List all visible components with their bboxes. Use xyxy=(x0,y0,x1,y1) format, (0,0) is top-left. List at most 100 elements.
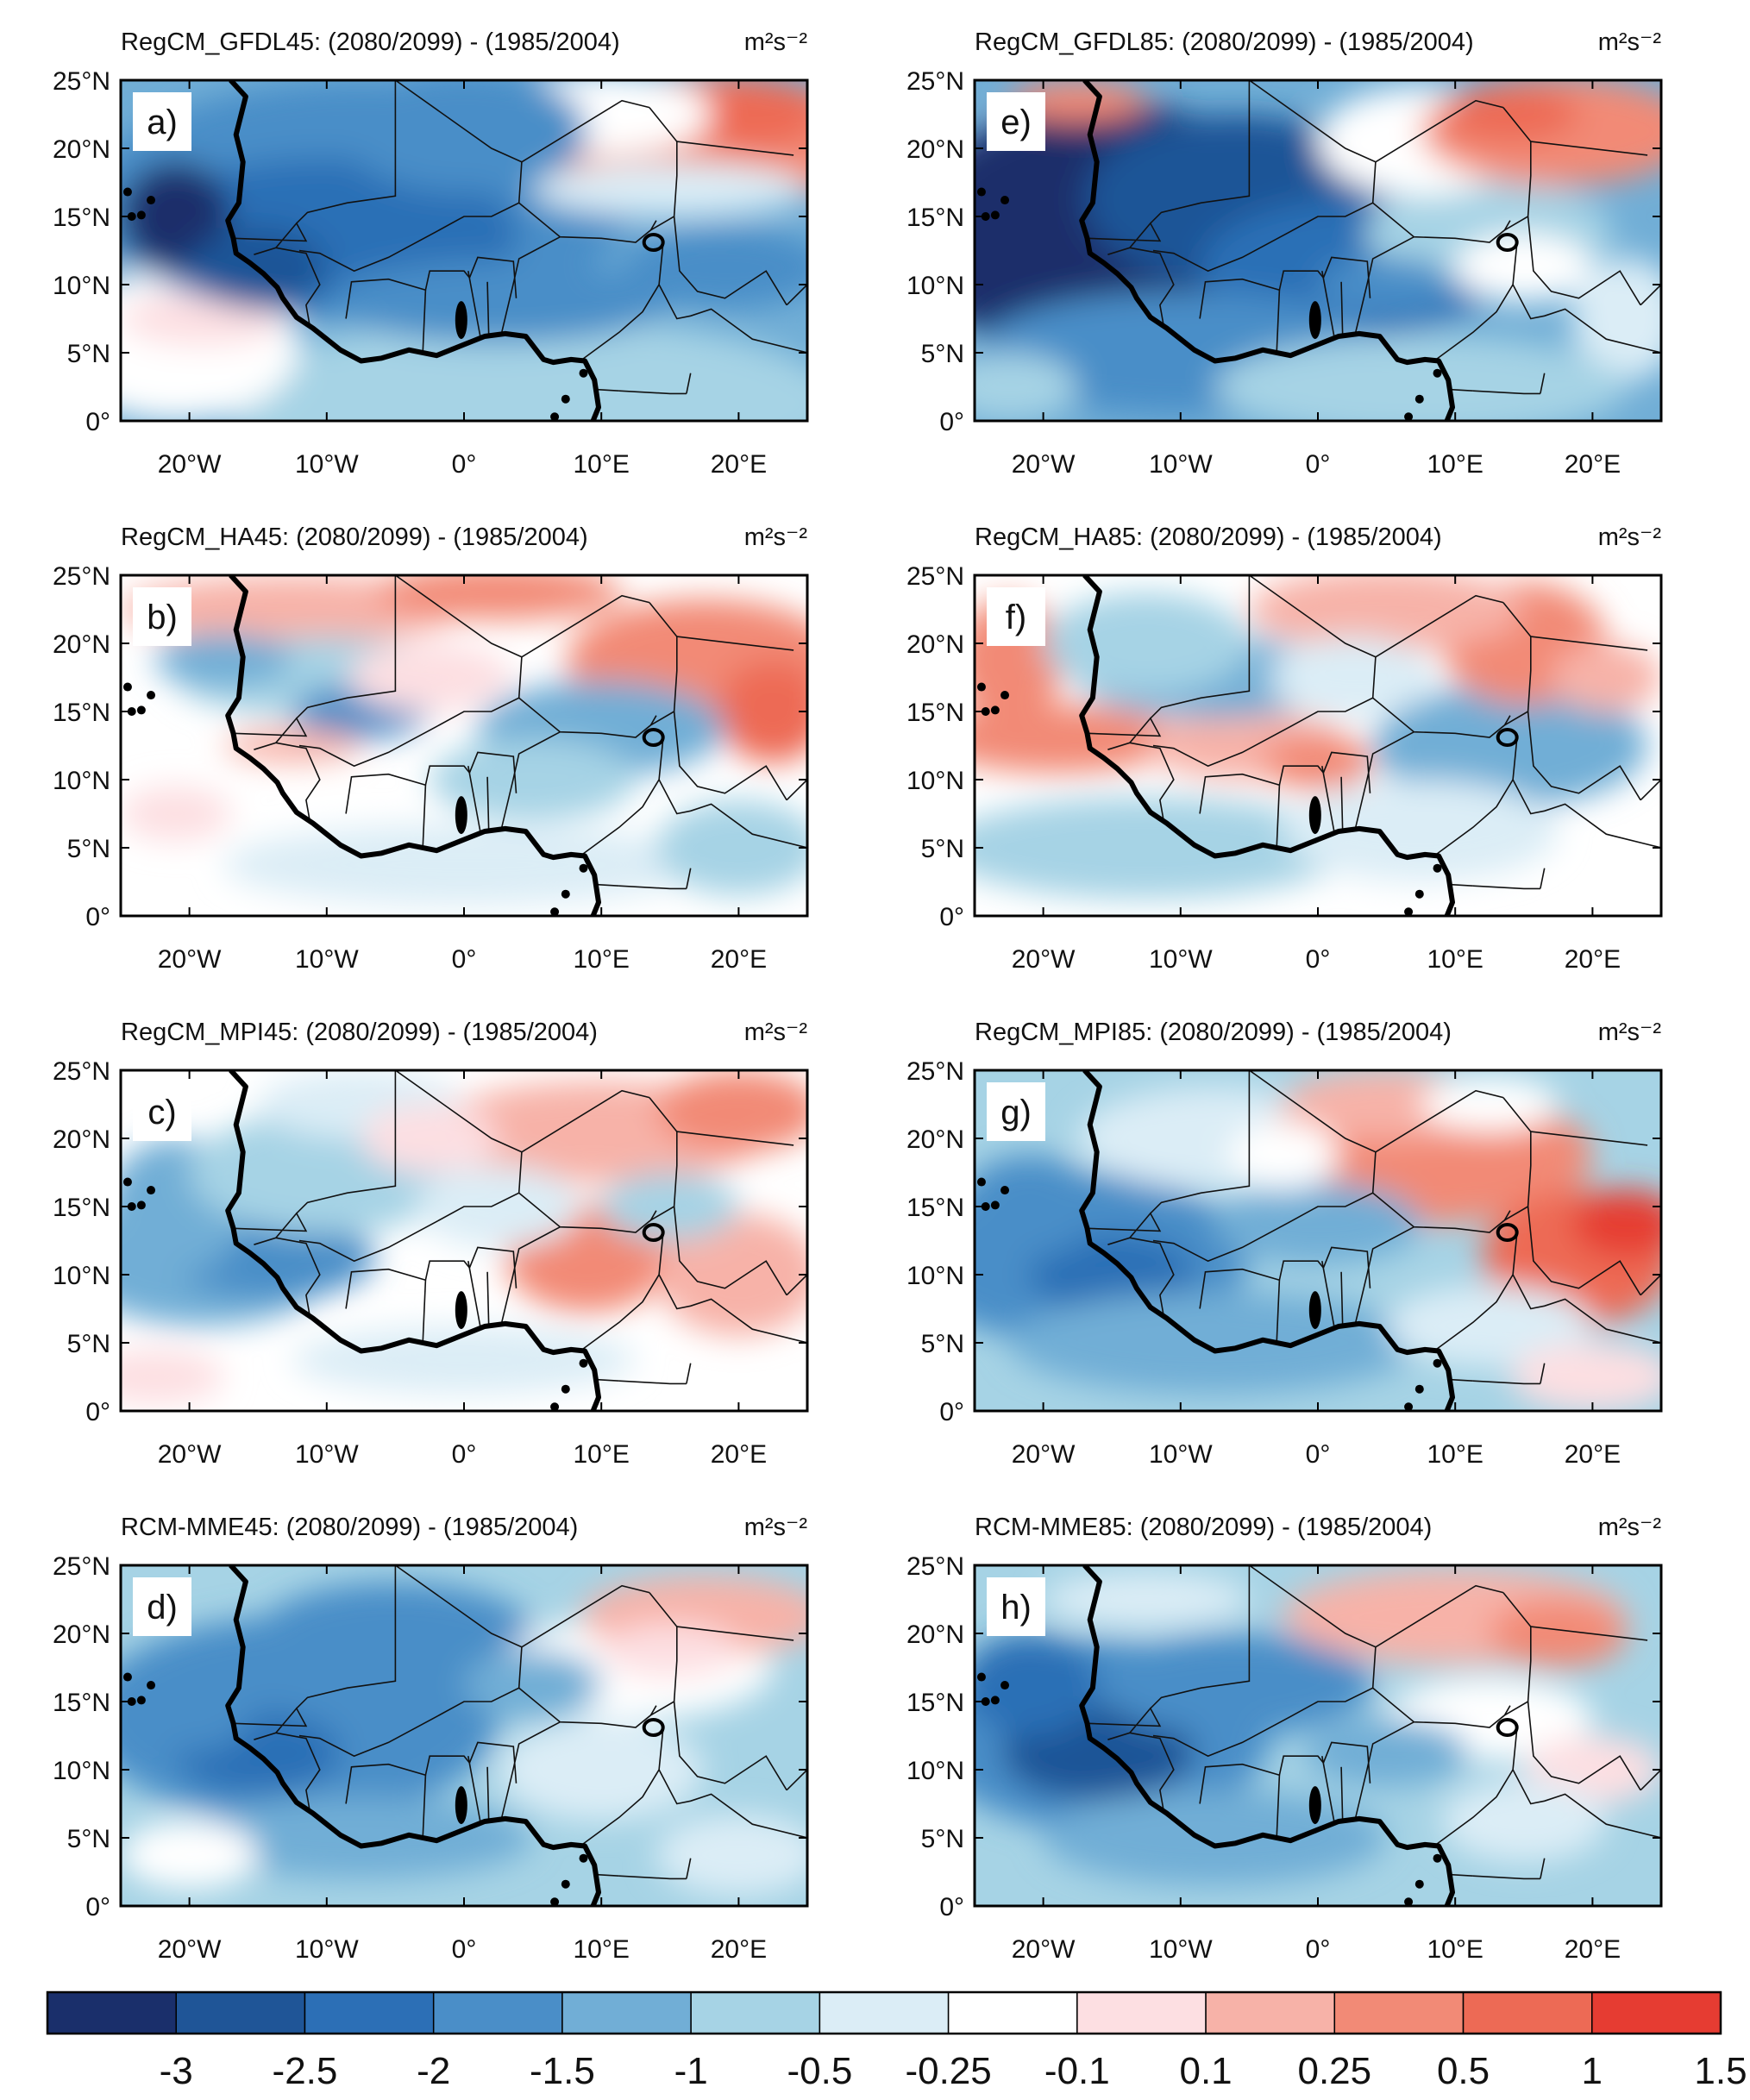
country-border xyxy=(296,575,397,719)
country-border xyxy=(1276,290,1281,354)
country-border xyxy=(345,751,517,814)
lat-tick-label: 20°N xyxy=(906,1125,964,1154)
lat-tick-label: 15°N xyxy=(53,204,110,232)
country-border xyxy=(1527,216,1641,306)
country-border xyxy=(686,868,692,889)
lake-volta xyxy=(455,796,467,835)
country-border xyxy=(649,1592,678,1716)
island-marker xyxy=(981,707,990,716)
country-border xyxy=(1472,1875,1540,1880)
lon-tick-label: 20°W xyxy=(1012,1935,1076,1964)
lake-volta xyxy=(455,1786,467,1825)
lat-tick-label: 0° xyxy=(85,903,110,931)
island-marker xyxy=(990,210,1000,220)
country-border xyxy=(500,235,561,335)
island-marker xyxy=(1414,889,1424,899)
panel-title: RegCM_HA45: (2080/2099) - (1985/2004) xyxy=(121,523,588,551)
country-border xyxy=(1150,1565,1251,1709)
lon-tick-label: 0° xyxy=(1306,1935,1331,1964)
island-marker xyxy=(976,1177,986,1187)
lon-tick-label: 10°W xyxy=(1149,1935,1213,1964)
lon-tick-label: 20°E xyxy=(1565,450,1621,479)
island-marker xyxy=(981,1697,990,1706)
colorbar-frame xyxy=(46,1990,1722,2035)
country-border xyxy=(673,1701,787,1791)
lat-tick-label: 25°N xyxy=(906,562,964,591)
lake-chad-outline xyxy=(642,1223,665,1243)
anomaly-region xyxy=(683,80,807,148)
country-border xyxy=(521,99,650,163)
anomaly-field xyxy=(121,80,807,421)
panel-title: RCM-MME85: (2080/2099) - (1985/2004) xyxy=(975,1514,1432,1541)
country-border xyxy=(518,1687,657,1728)
lat-tick-label: 5°N xyxy=(67,1825,110,1853)
country-border xyxy=(1451,388,1473,392)
island-marker xyxy=(1433,1853,1442,1863)
country-border xyxy=(296,1070,397,1214)
lat-tick-label: 10°N xyxy=(906,1262,964,1290)
country-border xyxy=(786,779,807,801)
island-marker xyxy=(1414,1879,1424,1889)
lat-tick-label: 15°N xyxy=(906,699,964,727)
anomaly-region xyxy=(1490,1599,1628,1668)
anomaly-field xyxy=(121,575,807,916)
lake-volta xyxy=(1308,1786,1321,1825)
anomaly-region xyxy=(292,1326,636,1395)
country-border xyxy=(1512,1769,1661,1839)
country-border xyxy=(518,697,657,738)
colorbar-swatch xyxy=(432,1991,563,2034)
panel-units: m²s⁻² xyxy=(744,1514,808,1541)
colorbar-label: 0.5 xyxy=(1437,2050,1490,2092)
anomaly-region xyxy=(498,1718,705,1821)
country-border xyxy=(786,284,807,306)
lon-tick-label: 10°W xyxy=(1149,450,1213,479)
island-marker xyxy=(1000,1681,1010,1690)
lat-tick-label: 15°N xyxy=(906,204,964,232)
country-border xyxy=(686,1363,692,1384)
lat-tick-label: 5°N xyxy=(67,1330,110,1358)
country-border xyxy=(1435,738,1518,856)
lon-tick-label: 20°W xyxy=(158,945,222,974)
lat-tick-label: 15°N xyxy=(53,699,110,727)
panel-title: RegCM_GFDL85: (2080/2099) - (1985/2004) xyxy=(975,28,1474,56)
lon-tick-label: 10°E xyxy=(1427,1935,1483,1964)
panel-label: h) xyxy=(1000,1589,1032,1627)
coastline xyxy=(1079,1070,1455,1411)
lon-tick-label: 20°E xyxy=(1565,1935,1621,1964)
lon-tick-label: 20°E xyxy=(1565,1440,1621,1469)
colorbar-label: -1.5 xyxy=(530,2050,595,2092)
anomaly-region xyxy=(223,318,807,421)
country-border xyxy=(298,80,523,273)
lat-tick-label: 10°N xyxy=(906,767,964,795)
island-marker xyxy=(1404,412,1414,421)
anomaly-region xyxy=(326,260,670,343)
panel-units: m²s⁻² xyxy=(744,28,808,56)
country-border xyxy=(658,1274,807,1344)
lon-tick-label: 10°W xyxy=(1149,945,1213,974)
island-marker xyxy=(136,1200,146,1210)
coastline xyxy=(225,1070,601,1411)
anomaly-region xyxy=(1304,1718,1470,1787)
lat-tick-label: 5°N xyxy=(921,835,964,863)
lat-tick-label: 25°N xyxy=(906,1552,964,1581)
country-border xyxy=(1354,730,1414,831)
anomaly-region xyxy=(1043,1790,1387,1886)
lat-tick-label: 20°N xyxy=(53,630,110,659)
colorbar-label: 1.5 xyxy=(1694,2050,1747,2092)
country-border xyxy=(649,107,678,231)
country-border xyxy=(233,717,308,750)
lon-tick-label: 0° xyxy=(452,450,477,479)
island-marker xyxy=(976,682,986,692)
lon-tick-label: 10°E xyxy=(574,1440,630,1469)
country-border xyxy=(467,1261,481,1328)
island-marker xyxy=(122,682,132,692)
country-border xyxy=(518,1192,657,1233)
country-border xyxy=(1375,594,1504,658)
colorbar-label: 1 xyxy=(1582,2050,1603,2092)
island-marker xyxy=(561,394,570,404)
country-border xyxy=(1435,243,1518,360)
country-border xyxy=(233,222,308,255)
panel-title: RegCM_MPI85: (2080/2099) - (1985/2004) xyxy=(975,1019,1452,1046)
panel-title: RegCM_GFDL45: (2080/2099) - (1985/2004) xyxy=(121,28,620,56)
island-marker xyxy=(122,1672,132,1682)
